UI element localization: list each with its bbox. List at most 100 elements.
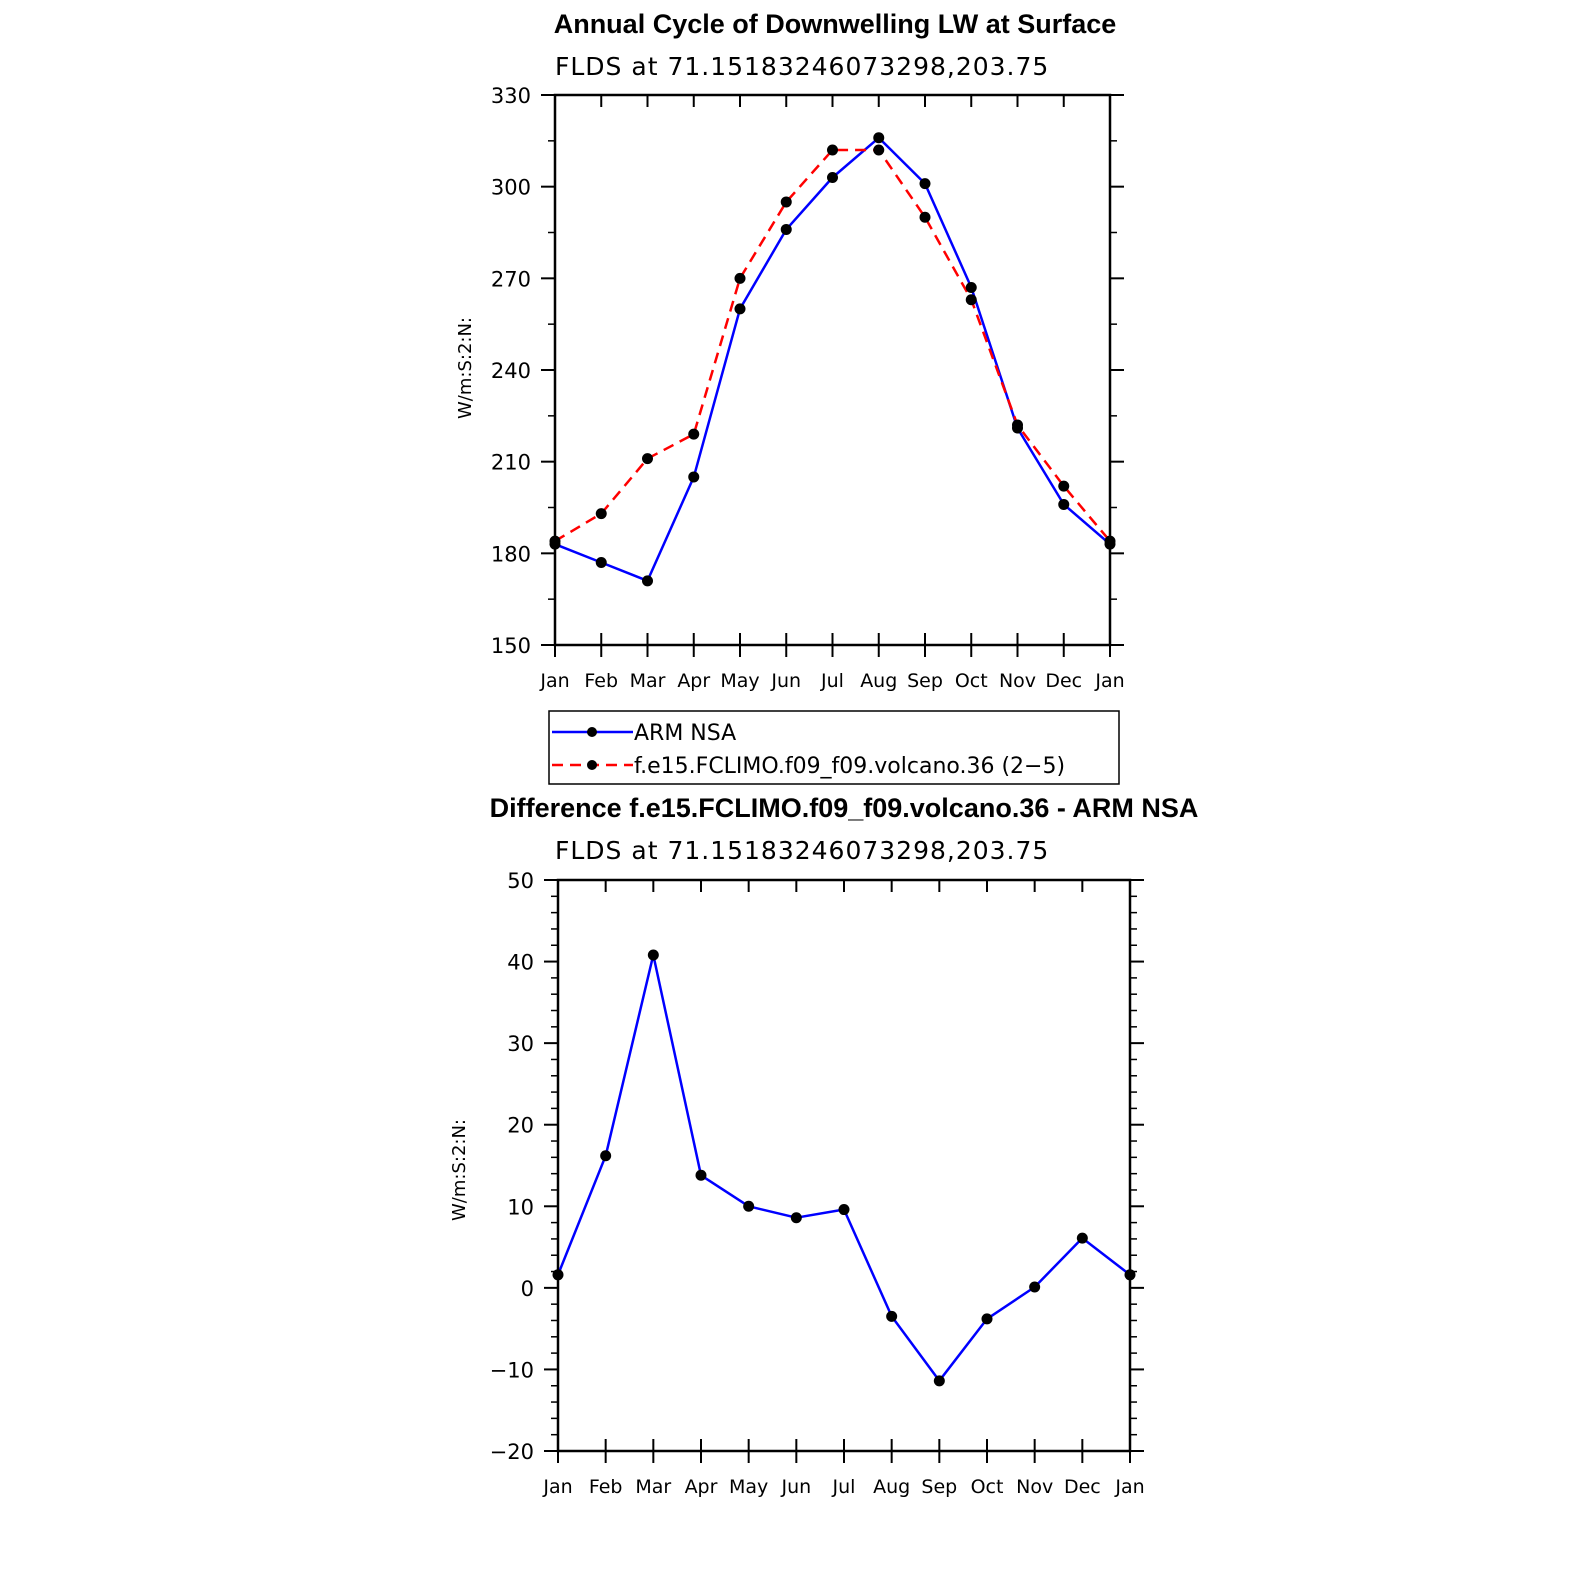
legend-box [548,710,1120,785]
data-point [552,1269,564,1281]
chart-subtitle: FLDS at 71.15183246073298,203.75 [555,836,1049,865]
x-tick-label: Oct [955,670,988,692]
x-tick-label: Aug [860,670,897,692]
data-point [1104,535,1116,547]
data-point [873,144,885,156]
x-tick-label: Aug [873,1476,910,1498]
series-markers [549,132,1116,587]
chart-title: Annual Cycle of Downwelling LW at Surfac… [554,9,1117,39]
x-tick-label: Sep [921,1476,957,1498]
x-tick-label: Feb [584,670,618,692]
data-point [1058,498,1070,510]
data-point [838,1204,850,1216]
x-tick-label: Apr [677,670,710,692]
data-point [642,575,653,587]
y-tick-label: 270 [491,267,531,291]
x-tick-label: Dec [1045,670,1082,692]
data-point [549,535,561,547]
data-point [1124,1269,1136,1281]
data-point [827,172,838,183]
data-point [886,1310,898,1322]
axis-ticks [544,879,1144,1463]
x-tick-label: Nov [999,670,1036,692]
y-tick-label: −20 [490,1440,534,1464]
series-markers [552,949,1136,1387]
x-tick-label: Sep [907,670,943,692]
annual-cycle-chart: Annual Cycle of Downwelling LW at Surfac… [455,9,1125,785]
data-point [919,178,931,190]
series-lines [554,136,1111,583]
x-tick-label: Apr [685,1476,718,1498]
legend-label-arm-nsa: ARM NSA [634,721,736,746]
legend-marker-model [587,760,597,770]
data-point [965,294,977,306]
x-tick-label: May [729,1476,768,1498]
data-point [780,196,792,208]
y-tick-label: 50 [507,869,534,893]
y-tick-label: 210 [491,451,531,475]
x-tick-label: Nov [1016,1476,1053,1498]
axis-ticks [541,94,1124,657]
data-point [642,453,653,465]
x-tick-label: Jan [1114,1476,1144,1498]
data-point [734,303,746,315]
data-point [647,949,659,961]
data-point [688,471,700,483]
legend: ARM NSA f.e15.FCLIMO.f09_f09.volcano.36 … [548,710,1120,785]
x-tick-label: Feb [589,1476,623,1498]
y-tick-label: 30 [507,1032,534,1056]
data-point [734,272,746,284]
chart-subtitle: FLDS at 71.15183246073298,203.75 [555,52,1049,81]
x-tick-label: Jan [542,1476,572,1498]
plot-frame [556,878,1132,1453]
data-point [965,282,977,293]
y-tick-label: 40 [507,951,534,975]
data-point [688,428,700,440]
data-point [1012,419,1023,431]
data-point [1076,1232,1088,1244]
y-tick-label: 150 [491,634,531,658]
data-point [790,1212,802,1224]
y-tick-label: 0 [521,1277,534,1301]
series-line-0 [554,136,1111,583]
data-point [595,508,607,520]
legend-entry-arm-nsa: ARM NSA [552,721,736,746]
legend-label-model: f.e15.FCLIMO.f09_f09.volcano.36 (2−5) [634,754,1065,779]
data-point [595,557,607,568]
y-tick-label: 300 [491,176,531,200]
data-point [873,132,885,144]
legend-marker-arm-nsa [587,727,597,737]
x-tick-labels: Jan Feb Mar Apr May Jun Jul Aug Sep Oct Nov Dec Jan [539,670,1124,692]
y-axis-label: W/m:S:2:N: [455,317,476,419]
x-tick-label: Jan [1094,670,1124,692]
data-point [933,1375,945,1387]
x-tick-label: Jun [770,670,801,692]
x-tick-label: Jul [820,670,844,692]
y-tick-label: 240 [491,359,531,383]
y-tick-label: 10 [507,1195,534,1219]
data-point [1029,1281,1041,1293]
x-tick-label: Dec [1064,1476,1101,1498]
series-lines [556,953,1131,1383]
y-tick-labels: 150 180 210 240 270 300 330 [491,84,531,658]
data-point [780,223,792,235]
series-line-0 [556,953,1131,1383]
data-point [695,1169,707,1181]
series-line-1 [554,148,1111,543]
data-point [600,1150,612,1162]
data-point [981,1313,993,1325]
x-tick-label: Jun [780,1476,811,1498]
x-tick-label: May [720,670,759,692]
data-point [919,211,931,223]
y-axis-label: W/m:S:2:N: [449,1119,470,1221]
x-tick-label: Jul [832,1476,856,1498]
chart-title: Difference f.e15.FCLIMO.f09_f09.volcano.… [490,793,1199,823]
data-point [1058,480,1070,492]
x-tick-label: Oct [971,1476,1004,1498]
legend-entry-model: f.e15.FCLIMO.f09_f09.volcano.36 (2−5) [552,754,1065,779]
y-tick-label: 330 [491,84,531,108]
y-tick-label: −10 [490,1358,534,1382]
x-tick-label: Mar [635,1476,671,1498]
data-point [743,1200,755,1212]
